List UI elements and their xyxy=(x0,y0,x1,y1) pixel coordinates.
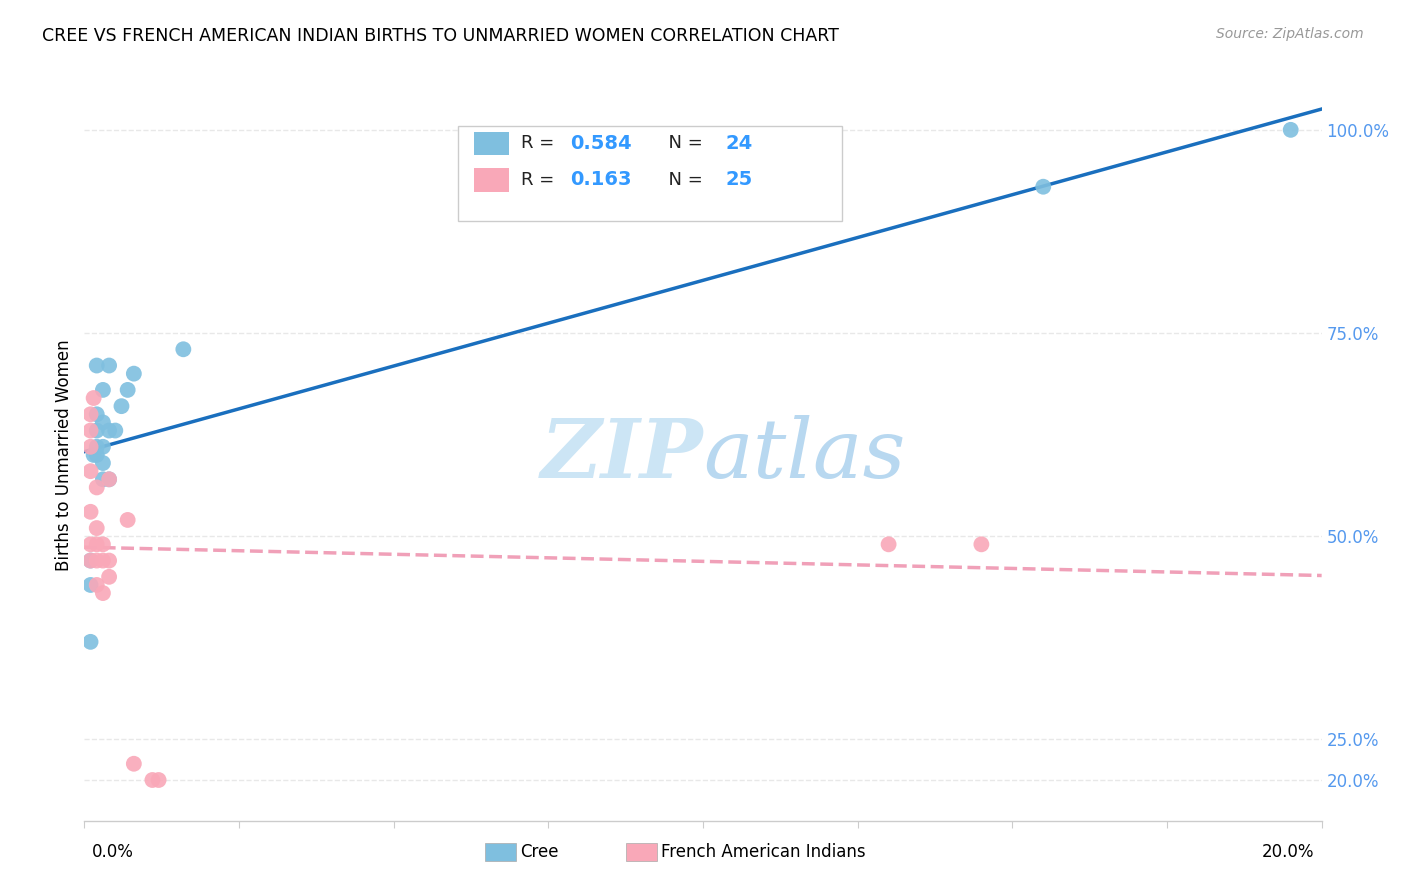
Point xyxy=(91,383,114,397)
Point xyxy=(117,383,139,397)
Text: 24: 24 xyxy=(725,134,752,153)
Point xyxy=(91,416,114,430)
Point xyxy=(98,359,121,373)
Point xyxy=(98,472,121,486)
Point xyxy=(86,578,108,592)
Text: R =: R = xyxy=(522,135,560,153)
Text: Cree: Cree xyxy=(520,843,558,861)
Point xyxy=(91,537,114,551)
Bar xyxy=(474,132,509,155)
Point xyxy=(79,464,101,478)
Text: 25: 25 xyxy=(725,170,752,189)
Text: R =: R = xyxy=(522,171,560,189)
Point xyxy=(79,440,101,454)
Y-axis label: Births to Unmarried Women: Births to Unmarried Women xyxy=(55,339,73,571)
Point xyxy=(86,424,108,438)
Text: Source: ZipAtlas.com: Source: ZipAtlas.com xyxy=(1216,27,1364,41)
Text: 0.0%: 0.0% xyxy=(91,843,134,861)
Text: N =: N = xyxy=(657,171,709,189)
Point xyxy=(86,553,108,567)
Point xyxy=(122,756,145,771)
Point xyxy=(83,391,105,405)
Point xyxy=(79,553,101,567)
Text: 0.163: 0.163 xyxy=(571,170,633,189)
Point xyxy=(91,456,114,470)
Point xyxy=(98,553,121,567)
Point xyxy=(86,407,108,421)
Point xyxy=(91,440,114,454)
Point xyxy=(91,472,114,486)
Bar xyxy=(474,169,509,192)
Point xyxy=(86,440,108,454)
Point xyxy=(86,521,108,535)
Text: 0.584: 0.584 xyxy=(571,134,633,153)
Point xyxy=(970,537,993,551)
Point xyxy=(91,586,114,600)
Point xyxy=(1279,123,1302,137)
Point xyxy=(98,472,121,486)
Point xyxy=(83,448,105,462)
Point xyxy=(79,635,101,649)
Point xyxy=(86,359,108,373)
Point xyxy=(1032,179,1054,194)
Point xyxy=(877,537,900,551)
Text: atlas: atlas xyxy=(703,415,905,495)
Point xyxy=(79,578,101,592)
FancyBboxPatch shape xyxy=(458,126,842,221)
Point xyxy=(110,399,132,413)
Point xyxy=(172,343,194,357)
Point xyxy=(86,480,108,494)
Point xyxy=(79,407,101,421)
Text: N =: N = xyxy=(657,135,709,153)
Point xyxy=(98,424,121,438)
Text: ZIP: ZIP xyxy=(540,415,703,495)
Text: 20.0%: 20.0% xyxy=(1263,843,1315,861)
Point xyxy=(86,537,108,551)
Point xyxy=(122,367,145,381)
Point xyxy=(86,448,108,462)
Point xyxy=(117,513,139,527)
Point xyxy=(91,553,114,567)
Point xyxy=(79,424,101,438)
Text: French American Indians: French American Indians xyxy=(661,843,866,861)
Text: CREE VS FRENCH AMERICAN INDIAN BIRTHS TO UNMARRIED WOMEN CORRELATION CHART: CREE VS FRENCH AMERICAN INDIAN BIRTHS TO… xyxy=(42,27,839,45)
Point xyxy=(79,553,101,567)
Point xyxy=(98,570,121,584)
Point xyxy=(141,772,163,787)
Point xyxy=(148,772,170,787)
Point xyxy=(104,424,127,438)
Point xyxy=(79,537,101,551)
Point xyxy=(79,505,101,519)
